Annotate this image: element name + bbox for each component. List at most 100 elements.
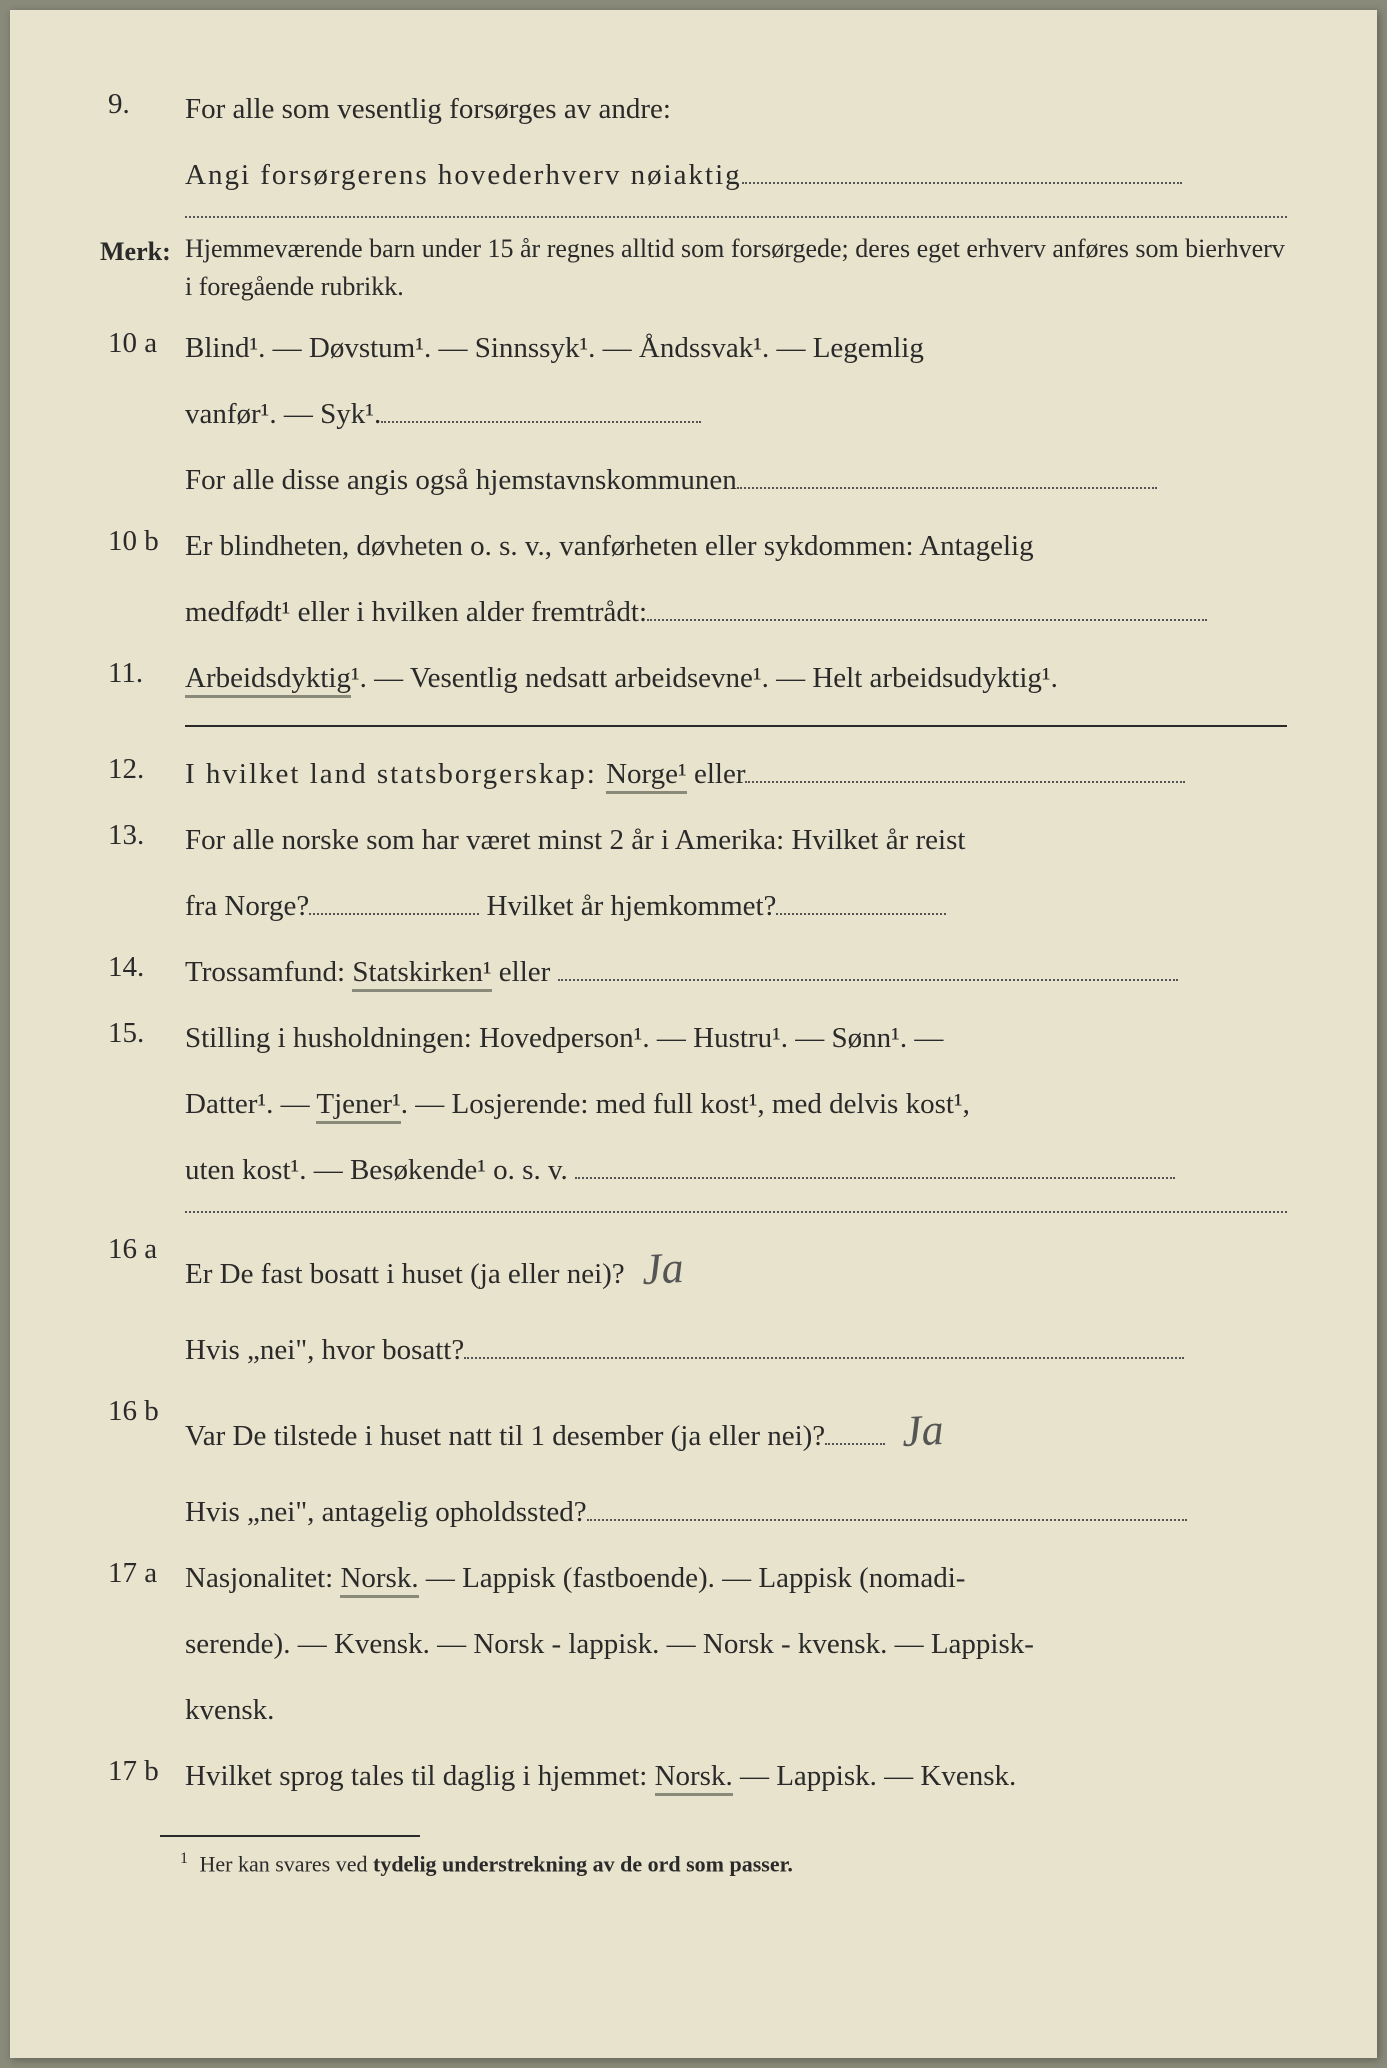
question-11: 11. Arbeidsdyktig¹. — Vesentlig nedsatt … xyxy=(100,649,1287,707)
q12-norge: Norge¹ xyxy=(606,758,687,794)
q15-tjener: Tjener¹ xyxy=(316,1088,400,1124)
q17b-norsk: Norsk. xyxy=(655,1760,733,1796)
q17a-line3-row: kvensk. xyxy=(185,1681,1287,1739)
footnote-text-a: Her kan svares ved xyxy=(200,1852,374,1877)
q16a-q1: Er De fast bosatt i huset (ja eller nei)… xyxy=(185,1258,625,1290)
q14-statskirken: Statskirken¹ xyxy=(352,956,491,992)
q17b-pre: Hvilket sprog tales til daglig i hjemmet… xyxy=(185,1760,655,1792)
q10a-line3: For alle disse angis også hjemstavnskomm… xyxy=(185,464,737,496)
q10a-opts2: vanfør¹. — Syk¹. xyxy=(185,398,381,430)
q13-line2a: fra Norge? xyxy=(185,890,309,922)
q14-blank xyxy=(558,979,1178,981)
q17a-norsk: Norsk. xyxy=(340,1562,418,1598)
q15-rule xyxy=(185,1211,1287,1213)
q17a-line2-row: serende). — Kvensk. — Norsk - lappisk. —… xyxy=(185,1615,1287,1673)
q16a-q2-row: Hvis „nei", hvor bosatt? xyxy=(185,1321,1287,1379)
q11-body: Arbeidsdyktig¹. — Vesentlig nedsatt arbe… xyxy=(185,649,1287,707)
question-15: 15. Stilling i husholdningen: Hovedperso… xyxy=(100,1009,1287,1067)
q16a-number: 16 a xyxy=(100,1225,185,1313)
question-16a: 16 a Er De fast bosatt i huset (ja eller… xyxy=(100,1225,1287,1313)
question-14: 14. Trossamfund: Statskirken¹ eller xyxy=(100,943,1287,1001)
q10a-number: 10 a xyxy=(100,319,185,377)
q12-number: 12. xyxy=(100,745,185,803)
q9-rule xyxy=(185,216,1287,218)
q16a-answer: Ja xyxy=(640,1224,686,1314)
question-13: 13. For alle norske som har været minst … xyxy=(100,811,1287,869)
question-16b: 16 b Var De tilstede i huset natt til 1 … xyxy=(100,1387,1287,1475)
q15-number: 15. xyxy=(100,1009,185,1067)
q13-line2-row: fra Norge? Hvilket år hjemkommet? xyxy=(185,877,1287,935)
q17a-line2: serende). — Kvensk. — Norsk - lappisk. —… xyxy=(185,1628,1034,1660)
q15-blank xyxy=(575,1177,1175,1179)
q10b-line2: medfødt¹ eller i hvilken alder fremtrådt… xyxy=(185,596,647,628)
q10b-number: 10 b xyxy=(100,517,185,575)
q12-pre: I hvilket land statsborgerskap: xyxy=(185,758,606,790)
q17b-body: Hvilket sprog tales til daglig i hjemmet… xyxy=(185,1747,1287,1805)
q13-blank2 xyxy=(776,913,946,915)
q12-blank xyxy=(745,781,1185,783)
q10b-blank xyxy=(647,619,1207,621)
q17b-post: — Lappisk. — Kvensk. xyxy=(733,1760,1017,1792)
q15-line2-row: Datter¹. — Tjener¹. — Losjerende: med fu… xyxy=(185,1075,1287,1133)
q10a-blank2 xyxy=(737,487,1157,489)
merk-note: Merk: Hjemmeværende barn under 15 år reg… xyxy=(100,230,1287,305)
question-17b: 17 b Hvilket sprog tales til daglig i hj… xyxy=(100,1747,1287,1805)
q10a-opts: Blind¹. — Døvstum¹. — Sinnssyk¹. — Åndss… xyxy=(185,332,924,364)
q13-body: For alle norske som har været minst 2 år… xyxy=(185,811,1287,869)
q10a-line3-row: For alle disse angis også hjemstavnskomm… xyxy=(185,451,1287,509)
question-17a: 17 a Nasjonalitet: Norsk. — Lappisk (fas… xyxy=(100,1549,1287,1607)
q10b-line2-row: medfødt¹ eller i hvilken alder fremtrådt… xyxy=(185,583,1287,641)
q16b-q2: Hvis „nei", antagelig opholdssted? xyxy=(185,1496,587,1528)
q15-line2b: . — Losjerende: med full kost¹, med delv… xyxy=(401,1088,970,1120)
q16b-blank xyxy=(587,1519,1187,1521)
q14-body: Trossamfund: Statskirken¹ eller xyxy=(185,943,1287,1001)
q17a-line3: kvensk. xyxy=(185,1694,274,1726)
q16b-q1: Var De tilstede i huset natt til 1 desem… xyxy=(185,1420,825,1452)
section-divider-1 xyxy=(185,725,1287,727)
q14-post: eller xyxy=(492,956,558,988)
q11-number: 11. xyxy=(100,649,185,707)
q9-line1: For alle som vesentlig forsørges av andr… xyxy=(185,93,671,125)
q9-line2: Angi forsørgerens hovederhverv nøiaktig xyxy=(185,146,1287,204)
q9-number: 9. xyxy=(100,80,185,138)
q16b-body: Var De tilstede i huset natt til 1 desem… xyxy=(185,1387,1287,1475)
merk-text: Hjemmeværende barn under 15 år regnes al… xyxy=(185,230,1287,305)
q16b-answer: Ja xyxy=(900,1386,946,1476)
q15-body: Stilling i husholdningen: Hovedperson¹. … xyxy=(185,1009,1287,1067)
q9-blank xyxy=(742,182,1182,184)
q9-line2-text: Angi forsørgerens hovederhverv nøiaktig xyxy=(185,159,742,191)
q17a-number: 17 a xyxy=(100,1549,185,1607)
q13-line1: For alle norske som har været minst 2 år… xyxy=(185,824,965,856)
q15-line2a: Datter¹. — xyxy=(185,1088,316,1120)
q15-line1: Stilling i husholdningen: Hovedperson¹. … xyxy=(185,1022,943,1054)
question-12: 12. I hvilket land statsborgerskap: Norg… xyxy=(100,745,1287,803)
q14-number: 14. xyxy=(100,943,185,1001)
q12-body: I hvilket land statsborgerskap: Norge¹ e… xyxy=(185,745,1287,803)
footnote-number: 1 xyxy=(180,1850,188,1867)
census-form-page: 9. For alle som vesentlig forsørges av a… xyxy=(10,10,1377,2058)
q16a-body: Er De fast bosatt i huset (ja eller nei)… xyxy=(185,1225,1287,1313)
q10a-body: Blind¹. — Døvstum¹. — Sinnssyk¹. — Åndss… xyxy=(185,319,1287,377)
footnote-rule xyxy=(160,1835,420,1837)
q16b-q2-row: Hvis „nei", antagelig opholdssted? xyxy=(185,1483,1287,1541)
q13-number: 13. xyxy=(100,811,185,869)
q17b-number: 17 b xyxy=(100,1747,185,1805)
footnote-text-b: tydelig understrekning av de ord som pas… xyxy=(373,1852,793,1877)
question-10b: 10 b Er blindheten, døvheten o. s. v., v… xyxy=(100,517,1287,575)
question-9: 9. For alle som vesentlig forsørges av a… xyxy=(100,80,1287,138)
q13-blank1 xyxy=(309,913,479,915)
footnote: 1 Her kan svares ved tydelig understrekn… xyxy=(180,1845,1287,1883)
q14-pre: Trossamfund: xyxy=(185,956,352,988)
q10a-line2: vanfør¹. — Syk¹. xyxy=(185,385,1287,443)
q16b-number: 16 b xyxy=(100,1387,185,1475)
question-10a: 10 a Blind¹. — Døvstum¹. — Sinnssyk¹. — … xyxy=(100,319,1287,377)
q11-rest: ¹. — Vesentlig nedsatt arbeidsevne¹. — H… xyxy=(351,662,1058,694)
q16a-q2: Hvis „nei", hvor bosatt? xyxy=(185,1334,464,1366)
q15-line3-row: uten kost¹. — Besøkende¹ o. s. v. xyxy=(185,1141,1287,1199)
q13-line2b: Hvilket år hjemkommet? xyxy=(487,890,777,922)
q11-arbeidsdyktig: Arbeidsdyktig xyxy=(185,662,351,698)
q12-post: eller xyxy=(687,758,746,790)
merk-label: Merk: xyxy=(100,230,185,305)
q17a-body: Nasjonalitet: Norsk. — Lappisk (fastboen… xyxy=(185,1549,1287,1607)
q17a-pre: Nasjonalitet: xyxy=(185,1562,340,1594)
